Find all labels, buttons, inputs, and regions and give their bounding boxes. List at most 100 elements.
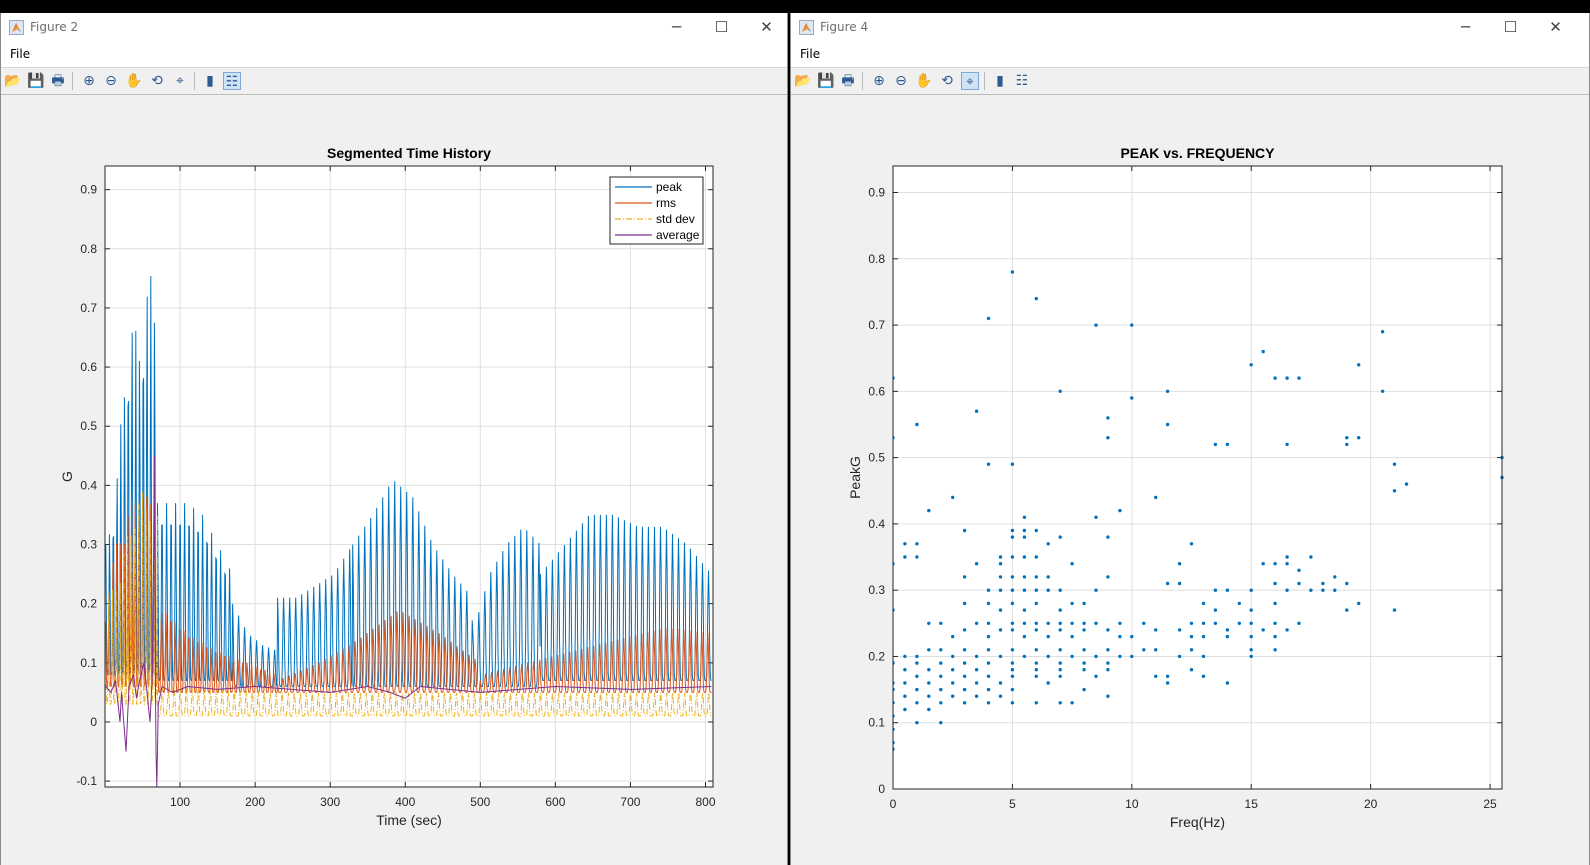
- scatter-point: [1058, 588, 1062, 592]
- scatter-point: [927, 648, 931, 652]
- scatter-point: [1177, 628, 1182, 632]
- scatter-point: [962, 601, 967, 606]
- data-cursor-icon[interactable]: ⌖: [961, 72, 979, 90]
- x-tick-label: 600: [545, 795, 565, 809]
- scatter-point: [1392, 608, 1397, 612]
- scatter-point: [1273, 621, 1277, 625]
- minimize-button[interactable]: ─: [1460, 18, 1471, 36]
- figure-canvas: 0 5 10 15 20 25 0 0.1 0.2 0.3 0.4 0.5 0.6 0.7 0.8 0.9 PE…: [791, 95, 1589, 865]
- y-tick-label: 0: [878, 782, 885, 796]
- scatter-point: [927, 621, 931, 625]
- maximize-button[interactable]: ☐: [1503, 18, 1518, 36]
- scatter-point: [1058, 389, 1062, 393]
- scatter-point: [1022, 575, 1027, 579]
- colorbar-icon[interactable]: ▮: [206, 73, 214, 89]
- close-button[interactable]: ✕: [760, 18, 773, 36]
- data-cursor-icon[interactable]: ⌖: [176, 73, 184, 89]
- scatter-point: [1046, 621, 1050, 625]
- zoom-in-icon[interactable]: ⊕: [83, 73, 95, 89]
- title-bar[interactable]: Figure 2 ─ ☐ ✕: [1, 13, 787, 41]
- scatter-point: [1380, 330, 1385, 334]
- chart-title: Segmented Time History: [327, 145, 491, 161]
- y-tick-label: 0.5: [80, 419, 97, 433]
- scatter-point: [1177, 654, 1182, 659]
- scatter-point: [1058, 648, 1062, 652]
- scatter-point: [998, 694, 1003, 698]
- scatter-point: [1285, 555, 1289, 559]
- scatter-point: [1082, 668, 1086, 672]
- pan-icon[interactable]: ✋: [125, 73, 143, 89]
- print-icon[interactable]: 🖶: [51, 73, 65, 89]
- x-tick-label: 100: [170, 795, 190, 809]
- rotate-icon[interactable]: ⟲: [151, 73, 163, 89]
- x-tick-label: 400: [395, 795, 415, 809]
- peak-vs-frequency-plot[interactable]: 0 5 10 15 20 25 0 0.1 0.2 0.3 0.4 0.5 0.6 0.7 0.8 0.9 PE…: [791, 95, 1589, 865]
- scatter-point: [986, 648, 991, 652]
- y-tick-label: 0.3: [80, 538, 97, 552]
- figure-window-2: Figure 2 ─ ☐ ✕ File 📂 💾 🖶 ⊕ ⊖ ✋ ⟲ ⌖ ▮ ☷ 100 200 300…: [0, 13, 788, 865]
- pan-icon[interactable]: ✋: [915, 73, 933, 89]
- title-bar[interactable]: Figure 4 ─ ☐ ✕: [791, 13, 1589, 41]
- scatter-point: [1285, 588, 1289, 592]
- scatter-point: [1058, 621, 1062, 625]
- scatter-point: [1165, 389, 1170, 393]
- minimize-button[interactable]: ─: [671, 18, 682, 36]
- scatter-point: [1225, 628, 1230, 632]
- y-tick-label: 0.7: [868, 318, 885, 332]
- scatter-point: [1249, 608, 1253, 612]
- scatter-point: [1189, 542, 1194, 546]
- legend-icon[interactable]: ☷: [223, 72, 241, 90]
- series-line-average: [105, 455, 712, 787]
- scatter-point: [1094, 654, 1098, 659]
- scatter-point: [1297, 376, 1301, 380]
- figure-toolbar: 📂 💾 🖶 ⊕ ⊖ ✋ ⟲ ⌖ ▮ ☷: [791, 68, 1589, 95]
- zoom-out-icon[interactable]: ⊖: [105, 73, 117, 89]
- maximize-button[interactable]: ☐: [714, 18, 729, 36]
- scatter-point: [1010, 588, 1015, 592]
- scatter-point: [927, 681, 931, 685]
- save-icon[interactable]: 💾: [817, 73, 835, 89]
- series-group: [105, 276, 712, 787]
- scatter-point: [1345, 608, 1349, 612]
- open-icon[interactable]: 📂: [794, 73, 812, 89]
- scatter-point: [1118, 634, 1122, 639]
- scatter-point: [1273, 648, 1277, 652]
- scatter-point: [939, 721, 943, 725]
- menu-file[interactable]: File: [800, 47, 821, 61]
- rotate-icon[interactable]: ⟲: [941, 73, 953, 89]
- save-icon[interactable]: 💾: [27, 73, 45, 89]
- zoom-in-icon[interactable]: ⊕: [873, 73, 885, 89]
- scatter-point: [927, 707, 931, 712]
- segmented-time-history-plot[interactable]: 100 200 300 400 500 600 700 800 -0.1 0 0.1 0.2 0.3 0.…: [1, 95, 787, 865]
- scatter-point: [1034, 674, 1038, 678]
- scatter-point: [1010, 621, 1015, 625]
- print-icon[interactable]: 🖶: [841, 73, 855, 89]
- zoom-out-icon[interactable]: ⊖: [895, 73, 907, 89]
- scatter-point: [927, 668, 931, 672]
- scatter-point: [915, 542, 919, 546]
- scatter-point: [915, 687, 919, 692]
- scatter-point: [1225, 442, 1230, 447]
- scatter-point: [1201, 674, 1206, 678]
- window-title: Figure 4: [820, 20, 869, 34]
- open-icon[interactable]: 📂: [4, 73, 22, 89]
- scatter-point: [1082, 648, 1086, 652]
- close-button[interactable]: ✕: [1549, 18, 1562, 36]
- scatter-point: [1177, 581, 1182, 586]
- y-tick-label: 0.5: [868, 451, 885, 465]
- scatter-point: [1070, 562, 1074, 566]
- menu-file[interactable]: File: [10, 47, 31, 61]
- scatter-point: [1118, 654, 1122, 659]
- scatter-point: [1177, 562, 1182, 566]
- scatter-point: [1046, 634, 1050, 639]
- colorbar-icon[interactable]: ▮: [996, 73, 1004, 89]
- scatter-point: [974, 681, 979, 685]
- scatter-point: [962, 528, 967, 533]
- scatter-point: [1285, 376, 1289, 380]
- scatter-point: [1130, 634, 1134, 639]
- scatter-point: [1106, 648, 1110, 652]
- scatter-point: [1201, 621, 1206, 625]
- y-tick-label: 0.6: [868, 384, 885, 398]
- scatter-point: [1022, 555, 1027, 559]
- legend-icon[interactable]: ☷: [1015, 73, 1029, 89]
